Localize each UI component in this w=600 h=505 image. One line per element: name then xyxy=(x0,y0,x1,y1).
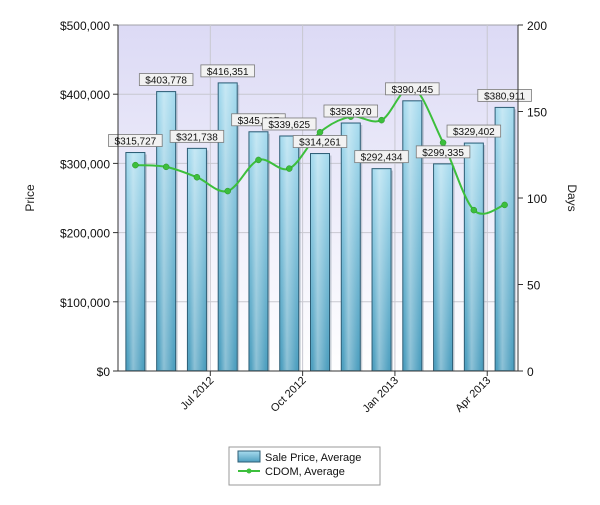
bar-highlight xyxy=(158,92,174,370)
cdom-point xyxy=(501,201,508,209)
data-label-box xyxy=(415,145,471,159)
cdom-point xyxy=(255,156,262,164)
y-axis-title: Price xyxy=(23,184,37,212)
bar-highlight xyxy=(250,132,266,370)
x-tick-label: Jan 2013 xyxy=(361,375,401,415)
data-label-box xyxy=(446,124,502,138)
bar-highlight xyxy=(312,154,328,370)
y2-tick-label: 0 xyxy=(527,365,534,379)
data-label-box xyxy=(200,64,255,78)
bar-highlight xyxy=(127,153,143,370)
y-tick-label: $300,000 xyxy=(60,157,110,171)
legend-label-sale-price: Sale Price, Average xyxy=(265,452,361,464)
data-label: $339,625 xyxy=(268,120,310,131)
y2-tick-label: 50 xyxy=(527,279,541,293)
data-label-box xyxy=(108,134,163,147)
data-label: $292,434 xyxy=(361,153,403,164)
bar-highlight xyxy=(189,149,205,370)
data-label-box xyxy=(138,73,194,86)
data-label: $390,445 xyxy=(391,85,433,96)
bar-highlight xyxy=(404,101,420,370)
bar-highlight xyxy=(497,108,513,370)
y-tick-label: $0 xyxy=(97,365,111,379)
cdom-point xyxy=(162,163,170,171)
y-tick-label: $400,000 xyxy=(60,88,110,102)
bars-layer xyxy=(125,82,517,372)
y2-tick-label: 100 xyxy=(527,192,547,206)
bar-highlight xyxy=(281,136,297,370)
data-label: $358,370 xyxy=(330,107,372,118)
cdom-point xyxy=(224,187,231,195)
data-label-box xyxy=(292,135,348,148)
data-label-box xyxy=(354,150,409,164)
cdom-point xyxy=(316,129,324,136)
legend-marker-cdom xyxy=(246,468,252,474)
y-tick-label: $500,000 xyxy=(60,19,110,33)
bar-highlight xyxy=(374,169,390,370)
data-label-box xyxy=(385,82,440,96)
cdom-point xyxy=(193,173,201,181)
x-tick-label: Oct 2012 xyxy=(269,375,309,415)
data-label: $314,261 xyxy=(299,138,341,149)
y-tick-label: $200,000 xyxy=(60,227,110,241)
cdom-point xyxy=(439,139,447,146)
data-label: $416,351 xyxy=(207,67,249,78)
y2-tick-label: 200 xyxy=(527,19,547,33)
legend-label-cdom: CDOM, Average xyxy=(265,466,345,478)
data-label-box xyxy=(169,129,225,143)
data-label: $329,402 xyxy=(453,127,495,138)
data-label: $321,738 xyxy=(176,132,218,143)
data-label-box xyxy=(262,117,317,131)
cdom-point xyxy=(470,206,478,214)
x-tick-label: Apr 2013 xyxy=(453,375,493,415)
data-label: $345,697 xyxy=(238,116,280,127)
cdom-point xyxy=(285,165,293,172)
x-tick-label: Jul 2012 xyxy=(179,375,217,413)
cdom-point xyxy=(378,116,385,124)
data-label: $380,911 xyxy=(484,91,525,102)
bar-highlight xyxy=(343,124,359,370)
y2-tick-label: 150 xyxy=(527,106,547,120)
data-label: $403,778 xyxy=(145,76,187,87)
legend: Sale Price, Average CDOM, Average xyxy=(228,446,381,486)
y-tick-label: $100,000 xyxy=(60,296,110,310)
data-label-box xyxy=(323,104,378,118)
legend-swatch-sale-price xyxy=(237,450,261,463)
data-label: $315,727 xyxy=(115,137,157,148)
bar-highlight xyxy=(220,83,236,371)
cdom-point xyxy=(132,161,139,169)
bar-highlight xyxy=(466,144,482,370)
data-labels-layer: $315,727 $403,778 $321,738 $416,351 $345,697… xyxy=(108,64,532,164)
y2-axis-title: Days xyxy=(565,184,579,211)
bar-highlight xyxy=(435,164,451,370)
data-label: $299,335 xyxy=(422,148,464,159)
